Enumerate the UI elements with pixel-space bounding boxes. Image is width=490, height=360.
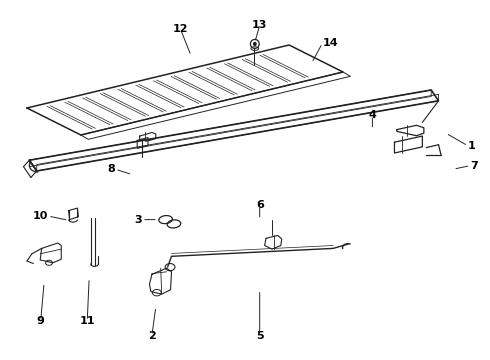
Text: 6: 6 bbox=[256, 200, 264, 210]
Text: 9: 9 bbox=[37, 316, 45, 326]
Text: 2: 2 bbox=[148, 330, 156, 341]
Text: 8: 8 bbox=[107, 164, 115, 174]
Ellipse shape bbox=[253, 42, 257, 46]
Text: 11: 11 bbox=[79, 316, 95, 326]
Text: 1: 1 bbox=[468, 141, 476, 151]
Text: 13: 13 bbox=[252, 20, 268, 30]
Text: 3: 3 bbox=[134, 215, 142, 225]
Text: 5: 5 bbox=[256, 330, 264, 341]
Text: 4: 4 bbox=[368, 110, 376, 120]
Text: 12: 12 bbox=[172, 24, 188, 34]
Text: 7: 7 bbox=[470, 161, 478, 171]
Text: 10: 10 bbox=[33, 211, 48, 221]
Text: 14: 14 bbox=[322, 38, 338, 48]
